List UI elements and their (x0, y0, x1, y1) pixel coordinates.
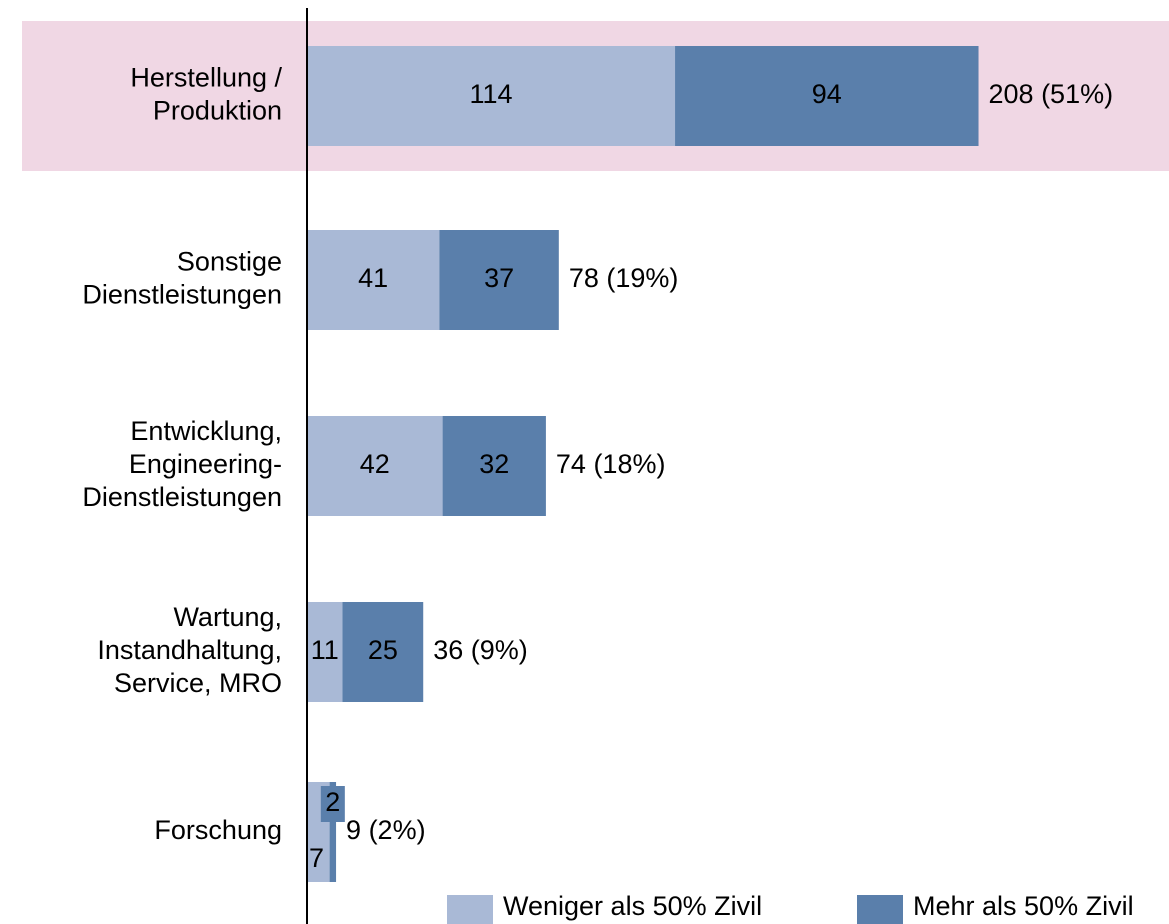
bar-segment (439, 230, 559, 330)
category-label: Service, MRO (114, 668, 282, 698)
value-label: 94 (812, 79, 842, 109)
category-label: Dienstleistungen (82, 280, 282, 310)
bar-segment (675, 46, 979, 146)
category-label: Sonstige (177, 247, 282, 277)
value-label: 7 (309, 843, 324, 873)
category-label: Herstellung / (130, 63, 282, 93)
bar-segment (442, 416, 546, 516)
category-label: Wartung, (173, 602, 282, 632)
category-label: Instandhaltung, (97, 635, 282, 665)
category-label: Entwicklung, (130, 416, 282, 446)
bar-segment (307, 46, 676, 146)
total-label: 36 (9%) (433, 635, 528, 665)
category-label: Dienstleistungen (82, 482, 282, 512)
category-label: Forschung (154, 815, 282, 845)
value-label: 42 (360, 449, 390, 479)
bar-segment (329, 782, 337, 882)
category-label: Produktion (153, 96, 282, 126)
legend-label: Mehr als 50% Zivil (913, 891, 1134, 921)
value-label: 114 (469, 79, 512, 109)
value-label-box (320, 786, 345, 822)
bar-segment (307, 602, 343, 702)
legend-label: Weniger als 50% Zivil (503, 891, 762, 921)
legend-swatch (857, 895, 903, 924)
total-label: 74 (18%) (556, 449, 666, 479)
value-label: 41 (358, 263, 388, 293)
value-label: 37 (484, 263, 514, 293)
value-label: 2 (325, 787, 340, 817)
value-label: 25 (368, 635, 398, 665)
legend-swatch (447, 895, 493, 924)
total-label: 9 (2%) (346, 815, 426, 845)
value-label: 32 (479, 449, 509, 479)
category-label: Engineering- (129, 449, 282, 479)
bar-segment (307, 230, 440, 330)
value-label: 11 (311, 635, 339, 665)
total-label: 78 (19%) (569, 263, 679, 293)
total-label: 208 (51%) (989, 79, 1114, 109)
bar-segment (307, 416, 443, 516)
bar-segment (342, 602, 424, 702)
